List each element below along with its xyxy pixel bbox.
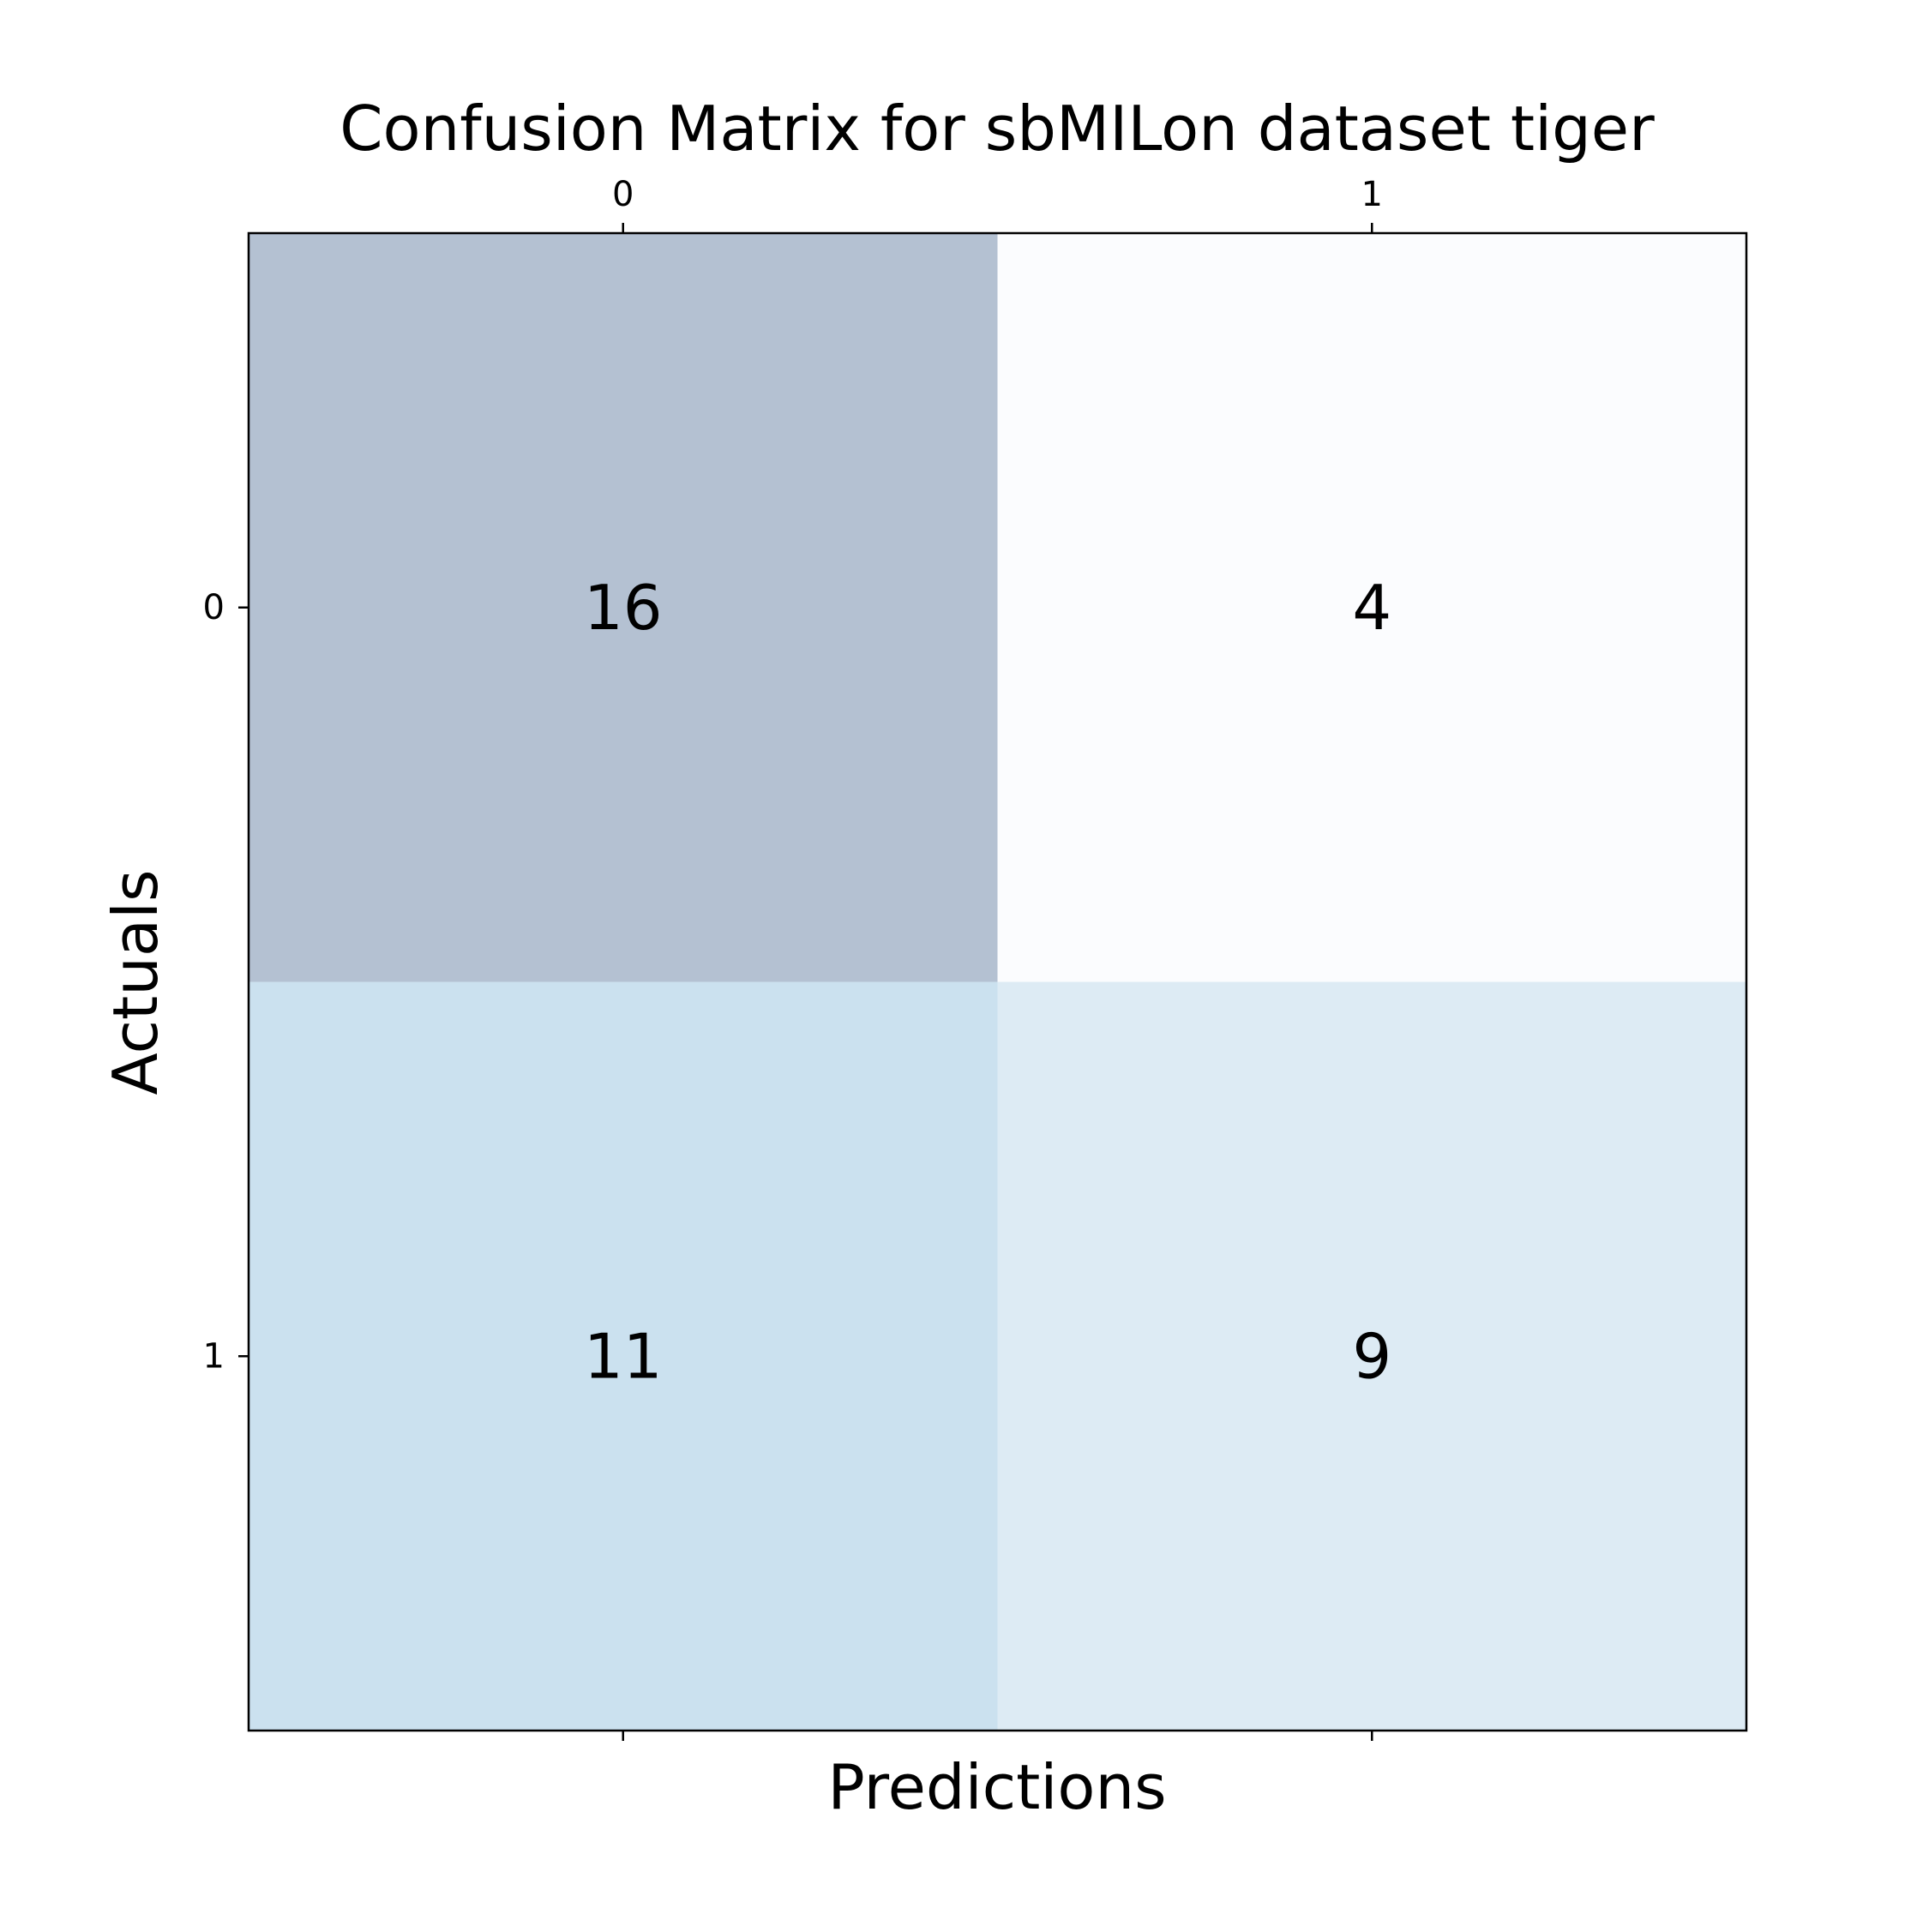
heatmap-cell-r0-c1 bbox=[997, 233, 1747, 982]
y-tick-label-1: 1 bbox=[203, 1336, 225, 1376]
cell-value-label-r1-c0: 11 bbox=[584, 1320, 663, 1392]
heatmap-cells bbox=[249, 233, 1747, 1731]
heatmap-cell-r1-c0 bbox=[249, 981, 998, 1731]
chart-title: Confusion Matrix for sbMILon dataset tig… bbox=[340, 93, 1655, 165]
y-tick-label-0: 0 bbox=[203, 588, 225, 627]
cell-value-label-r1-c1: 9 bbox=[1352, 1320, 1391, 1392]
heatmap-cell-labels: 16 4 11 9 bbox=[584, 572, 1391, 1393]
x-tick-label-0: 0 bbox=[612, 175, 634, 214]
cell-value-label-r0-c1: 4 bbox=[1352, 572, 1391, 644]
axis-ticks: 0 1 0 1 bbox=[203, 175, 1383, 1741]
cell-value-label-r0-c0: 16 bbox=[584, 572, 663, 644]
plot-frame bbox=[247, 231, 1748, 1732]
y-axis-label: Actuals bbox=[99, 869, 171, 1095]
x-axis-label: Predictions bbox=[827, 1751, 1166, 1823]
heatmap-cell-r0-c0 bbox=[249, 233, 998, 982]
x-tick-label-1: 1 bbox=[1361, 175, 1383, 214]
heatmap-cell-r1-c1 bbox=[997, 981, 1747, 1731]
